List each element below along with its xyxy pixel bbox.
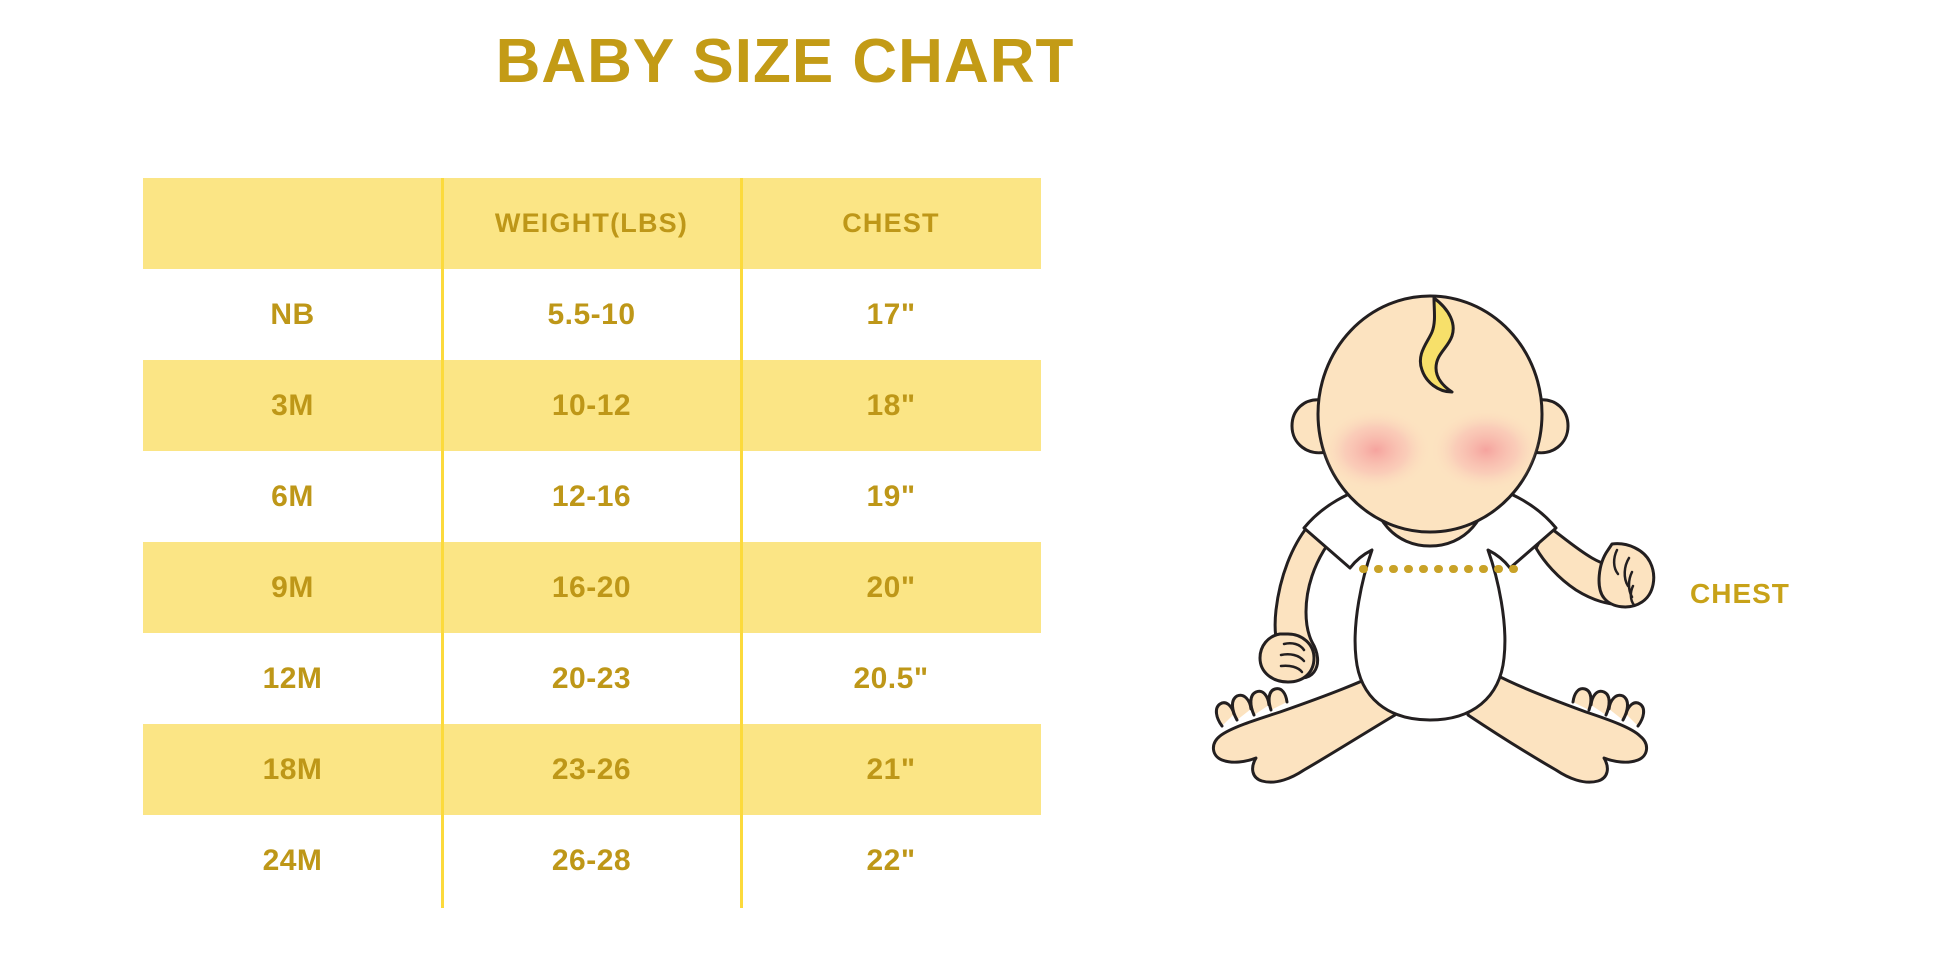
column-divider-line [740,178,743,908]
baby-hair-curl [1418,296,1455,394]
cell-weight: 16-20 [551,570,632,604]
cell-size: 24M [262,843,323,877]
table-row: 12M 20-23 20.5" [143,633,1041,724]
cell-weight: 20-23 [551,661,632,695]
table-row: 3M 10-12 18" [143,360,1041,451]
cell-chest: 18" [866,388,916,422]
cell-chest: 20" [866,570,916,604]
table-header: WEIGHT(LBS) CHEST [143,178,1041,269]
cell-weight: 26-28 [551,843,632,877]
cell-size: 6M [271,479,314,513]
table-row: 6M 12-16 19" [143,451,1041,542]
cell-weight: 23-26 [551,752,632,786]
table-row: 18M 23-26 21" [143,724,1041,815]
cell-size: NB [270,297,315,331]
baby-right-leg [1466,658,1648,784]
size-chart-table: WEIGHT(LBS) CHEST NB 5.5-10 17" 3M 10-12… [143,178,1041,906]
table-header-row: WEIGHT(LBS) CHEST [143,178,1041,269]
cell-weight: 5.5-10 [547,297,636,331]
cell-chest: 22" [866,843,916,877]
cell-size: 3M [271,388,314,422]
baby-left-leg [1212,658,1407,784]
cell-chest: 20.5" [853,661,929,695]
cell-weight: 12-16 [551,479,632,513]
baby-head [1316,294,1544,534]
chest-measure-label: CHEST [1690,578,1790,609]
baby-figure [1212,294,1656,784]
cell-chest: 17" [866,297,916,331]
baby-left-arm [1258,524,1340,684]
table-body: NB 5.5-10 17" 3M 10-12 18" 6M 12-16 19" … [143,269,1041,906]
cell-chest: 21" [866,752,916,786]
cell-weight: 10-12 [551,388,632,422]
column-header-chest: CHEST [842,208,940,238]
baby-illustration [1180,228,1680,798]
table-row: 9M 16-20 20" [143,542,1041,633]
column-divider-line [441,178,444,908]
table-row: 24M 26-28 22" [143,815,1041,906]
baby-right-arm [1534,524,1656,609]
cell-size: 12M [262,661,323,695]
cell-chest: 19" [866,479,916,513]
page-title: BABY SIZE CHART [495,27,1075,96]
column-header-weight: WEIGHT(LBS) [494,208,689,238]
column-header-size [143,178,442,269]
table-row: NB 5.5-10 17" [143,269,1041,360]
cell-size: 9M [271,570,314,604]
cell-size: 18M [262,752,323,786]
